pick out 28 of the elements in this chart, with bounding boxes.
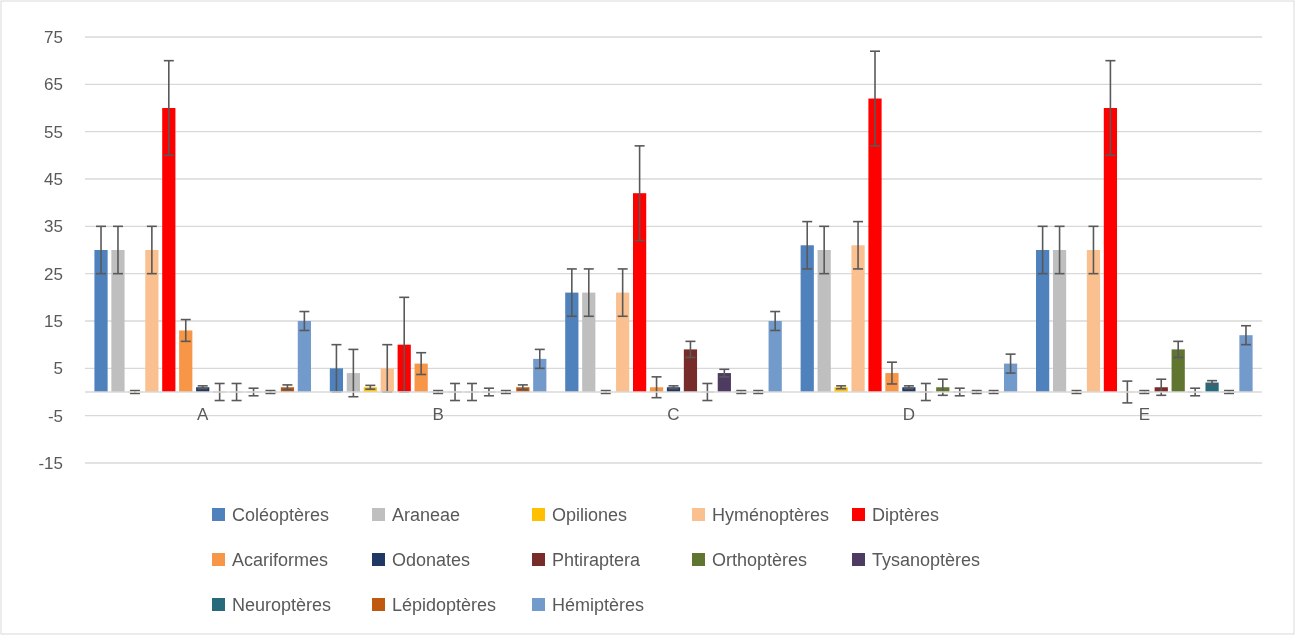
y-tick-label: 55 [44, 122, 63, 142]
legend-label: Coléoptères [232, 505, 330, 526]
legend-label: Orthoptères [712, 550, 808, 571]
x-tick-label: B [432, 405, 444, 424]
legend-label: Phtiraptera [552, 550, 642, 571]
legend-label: Neuroptères [232, 595, 332, 616]
y-tick-label: 65 [44, 75, 63, 95]
legend-label: Opiliones [552, 505, 628, 526]
y-tick-label: 35 [44, 217, 63, 237]
y-tick-label: -15 [38, 453, 63, 473]
x-tick-label: C [667, 405, 680, 424]
y-tick-label: 75 [44, 27, 63, 47]
y-tick-label: 25 [44, 264, 63, 284]
legend-label: Diptères [872, 505, 940, 526]
legend-label: Hyménoptères [712, 505, 830, 526]
y-tick-label: -5 [47, 406, 63, 426]
y-tick-label: 15 [44, 311, 63, 331]
y-tick-label: 5 [53, 359, 63, 379]
x-tick-label: E [1138, 405, 1150, 424]
legend-label: Hémiptères [552, 595, 645, 616]
legend-label: Tysanoptères [872, 550, 981, 571]
y-tick-label: 45 [44, 169, 63, 189]
legend-label: Acariformes [232, 550, 329, 571]
legend-label: Odonates [392, 550, 471, 571]
x-tick-label: D [902, 405, 916, 424]
legend-label: Araneae [392, 505, 461, 526]
legend-label: Lépidoptères [392, 595, 497, 616]
x-tick-label: A [197, 405, 210, 424]
